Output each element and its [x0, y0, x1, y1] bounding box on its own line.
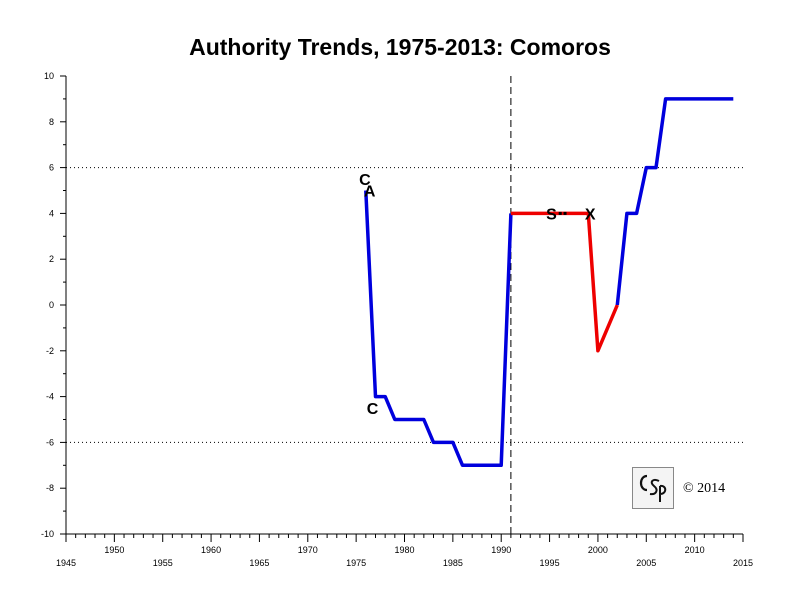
y-tick-label: 8: [49, 117, 54, 127]
axes: 10 8 6 4 2 0 -2 -4 -6 -8 -10 1945 1950 1955 1960 1965 19…: [41, 71, 753, 568]
y-tick-label: -8: [46, 483, 54, 493]
interruption-dot: [558, 211, 562, 215]
x-tick-label: 1970: [298, 545, 318, 555]
x-tick-label: 1945: [56, 558, 76, 568]
copyright-text: © 2014: [683, 481, 726, 496]
reference-lines: [66, 76, 743, 534]
y-tick-label: 10: [44, 71, 54, 81]
x-tick-label: 1995: [540, 558, 560, 568]
y-tick-label: 0: [49, 300, 54, 310]
x-tick-label: 2010: [685, 545, 705, 555]
x-tick-label: 1950: [104, 545, 124, 555]
x-tick-label: 1980: [394, 545, 414, 555]
series-line-2: [615, 97, 734, 306]
series-line-0: [364, 190, 513, 468]
x-tick-label: 1955: [153, 558, 173, 568]
y-tick-label: -4: [46, 392, 54, 402]
csp-logo: [632, 467, 674, 509]
y-tick-label: 4: [49, 208, 54, 218]
y-tick-label: -2: [46, 346, 54, 356]
chart-title: Authority Trends, 1975-2013: Comoros: [189, 34, 611, 60]
event-marker-a: A: [364, 184, 376, 201]
event-marker-c: C: [359, 172, 371, 189]
x-tick-label: 2005: [636, 558, 656, 568]
event-marker-s: S: [546, 206, 557, 223]
y-tick-label: 6: [49, 163, 54, 173]
series-line-1: [510, 211, 619, 353]
event-marker-c: C: [367, 401, 379, 418]
x-tick-label: 1990: [491, 545, 511, 555]
interruption-dot: [563, 211, 567, 215]
y-tick-label: -10: [41, 529, 54, 539]
x-tick-label: 1985: [443, 558, 463, 568]
y-tick-label: 2: [49, 254, 54, 264]
x-tick-label: 1975: [346, 558, 366, 568]
x-tick-label: 2000: [588, 545, 608, 555]
event-marker-x: X: [585, 206, 596, 223]
x-tick-label: 2015: [733, 558, 753, 568]
x-tick-label: 1965: [249, 558, 269, 568]
y-tick-label: -6: [46, 437, 54, 447]
csp-logo-icon: [639, 474, 667, 502]
x-tick-label: 1960: [201, 545, 221, 555]
series-lines: [364, 97, 734, 468]
